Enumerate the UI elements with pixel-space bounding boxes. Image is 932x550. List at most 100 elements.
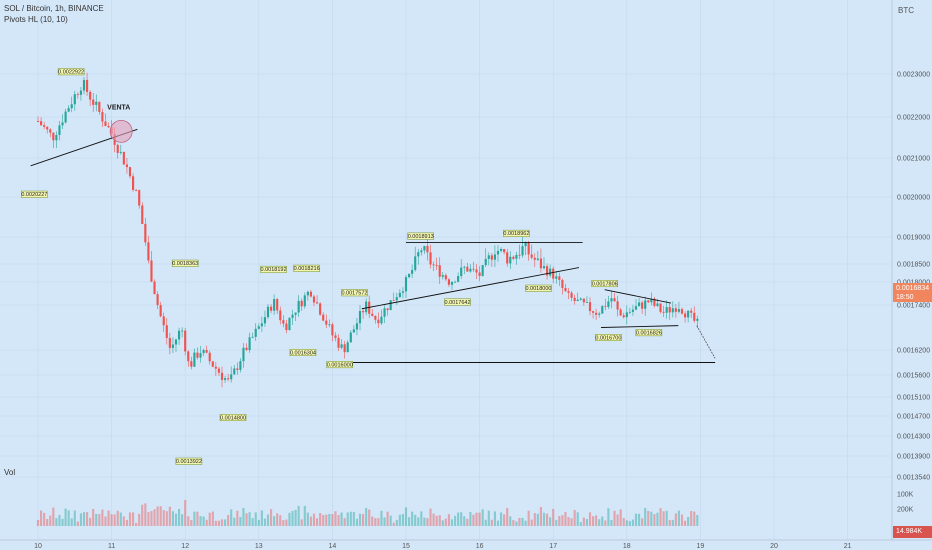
candle-body <box>576 299 579 301</box>
volume-bar <box>435 515 438 526</box>
candle-body <box>637 302 641 307</box>
volume-bar <box>371 516 374 526</box>
volume-bar <box>107 510 110 526</box>
pivot-label-text: 0.0018913 <box>408 234 434 240</box>
volume-bar <box>242 507 245 526</box>
volume-bar <box>156 506 159 526</box>
volume-bar <box>92 508 95 526</box>
volume-bar <box>420 511 423 526</box>
volume-bar <box>683 520 687 526</box>
candle-body <box>693 312 696 321</box>
volume-bar <box>233 517 236 526</box>
candle-body <box>227 378 230 380</box>
time-axis[interactable]: 10 11 12 13 14 15 16 17 18 19 20 21 <box>34 543 851 550</box>
volume-bar <box>481 509 484 526</box>
candle-body <box>184 330 187 352</box>
candle-body <box>125 164 129 168</box>
candle-body <box>542 266 546 269</box>
candle-body <box>168 337 171 348</box>
volume-bar <box>352 511 355 526</box>
volume-bar <box>521 517 524 526</box>
indicator-label[interactable]: Pivots HL (10, 10) <box>4 15 68 24</box>
candle-body <box>214 366 217 369</box>
volume-bar <box>386 511 389 526</box>
volume-bar <box>230 509 233 526</box>
candle-body <box>619 309 622 316</box>
candle-body <box>306 291 309 296</box>
candle-body <box>426 245 429 253</box>
volume-bar <box>61 518 64 526</box>
volume-bar <box>303 505 306 526</box>
candle-body <box>613 298 616 302</box>
pivot-label-text: 0.0018000 <box>525 286 551 292</box>
volume-bar <box>641 518 644 526</box>
pivot-label-text: 0.0016826 <box>636 330 662 336</box>
candle-body <box>601 306 604 314</box>
candle-body <box>190 361 193 367</box>
volume-bar <box>208 512 211 526</box>
candle-body <box>380 316 383 324</box>
candle-body <box>101 111 104 122</box>
volume-bar <box>662 511 665 526</box>
candle-body <box>242 347 245 362</box>
current-price-badge: 0.0016834 18:50 <box>893 283 932 302</box>
pivot-label-text: 0.0018192 <box>261 267 287 273</box>
volume-bar <box>257 519 260 526</box>
candle-body <box>521 246 524 256</box>
volume-bar <box>39 510 43 526</box>
candle-body <box>598 313 601 315</box>
candle-body <box>135 189 138 191</box>
volume-bar <box>131 512 135 526</box>
volume-bar <box>668 519 671 526</box>
volume-bar <box>447 514 451 526</box>
chart-title: SOL / Bitcoin, 1h, BINANCE <box>4 4 104 13</box>
volume-bar <box>493 511 497 526</box>
candle-body <box>371 313 374 316</box>
candle-body <box>116 144 119 153</box>
pivot-label-box <box>635 329 663 337</box>
volume-bar <box>457 512 460 526</box>
candle-body <box>337 337 340 348</box>
candle-body <box>171 344 175 348</box>
candle-body <box>61 122 64 126</box>
candle-body <box>187 351 190 362</box>
volume-bar <box>417 517 420 526</box>
candle-body <box>503 248 506 253</box>
candle-body <box>447 279 451 285</box>
candle-body <box>46 126 49 130</box>
pivot-label-box <box>260 265 287 273</box>
candle-body <box>67 108 70 112</box>
candle-body <box>595 312 598 315</box>
candle-body <box>177 330 181 340</box>
candle-body <box>199 353 202 358</box>
volume-bar <box>181 514 184 526</box>
volume-bar <box>263 518 267 526</box>
candle-body <box>58 125 61 135</box>
volume-bar <box>49 515 52 526</box>
volume-bar <box>294 509 297 526</box>
volume-bar <box>190 520 193 526</box>
volume-bar <box>346 512 349 526</box>
volume-bar <box>312 513 316 526</box>
volume-bar <box>365 507 368 526</box>
volume-bar <box>499 512 503 526</box>
candle-body <box>444 275 447 280</box>
pivot-label-box <box>407 232 434 240</box>
candle-body <box>466 266 469 272</box>
volume-bar <box>674 513 677 526</box>
volume-bar <box>407 517 411 526</box>
candle-body <box>156 294 159 306</box>
volume-bar <box>58 514 61 526</box>
pivot-label-box <box>175 457 203 465</box>
candle-body <box>159 305 162 317</box>
candle-body <box>423 245 426 251</box>
volume-label[interactable]: Vol <box>4 468 16 477</box>
volume-bar <box>171 511 175 526</box>
pivot-label-text: 0.0013922 <box>176 459 202 465</box>
pivot-label-box <box>219 414 247 421</box>
candle-body <box>527 242 530 255</box>
volume-bar <box>591 516 595 526</box>
currency-label: BTC <box>898 6 914 15</box>
volume-bar <box>656 512 659 526</box>
